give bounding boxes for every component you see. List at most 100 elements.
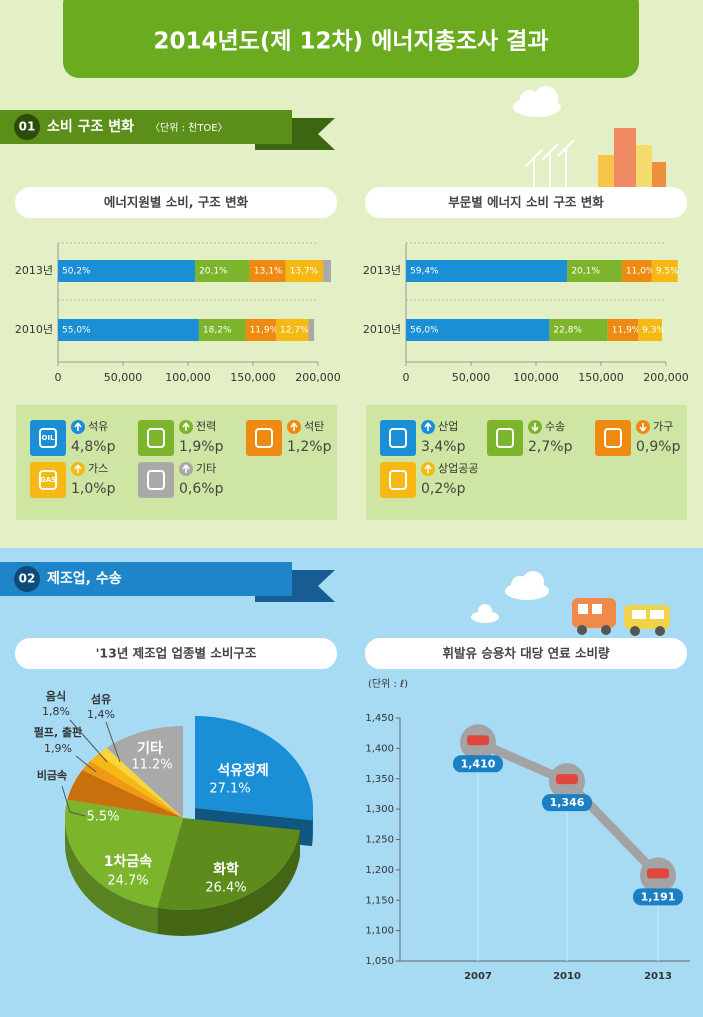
icon bbox=[138, 420, 174, 456]
slice-side bbox=[64, 818, 158, 934]
pie-slice bbox=[157, 818, 300, 910]
bar-segment bbox=[245, 319, 277, 341]
pie-slice bbox=[67, 770, 183, 818]
category-label: 2010년 bbox=[15, 323, 53, 336]
slice-value: 26.4% bbox=[205, 881, 246, 896]
bar-segment bbox=[406, 319, 550, 341]
section-number: 02 bbox=[19, 572, 36, 586]
section-ribbon bbox=[0, 562, 292, 596]
legend-label: 전력 bbox=[196, 420, 216, 433]
icon-glyph bbox=[496, 428, 514, 448]
pie-slice bbox=[195, 716, 313, 821]
bar-segment bbox=[276, 319, 309, 341]
icon-glyph bbox=[147, 428, 165, 448]
legend-label: 상업공공 bbox=[438, 462, 478, 475]
bar-segment bbox=[638, 319, 662, 341]
section-number: 01 bbox=[19, 120, 36, 134]
slice-name: 화학 bbox=[213, 862, 239, 878]
icon-glyph bbox=[604, 428, 622, 448]
pie-slice bbox=[65, 799, 183, 908]
title-pill bbox=[15, 187, 337, 218]
x-tick-label: 2010 bbox=[553, 971, 581, 982]
category-label: 2013년 bbox=[15, 264, 53, 277]
legend-label: 석유 bbox=[88, 420, 108, 433]
y-tick-label: 1,400 bbox=[365, 743, 394, 754]
slice-name: 비금속 bbox=[37, 768, 67, 782]
change-label: 0,6%p bbox=[179, 481, 224, 497]
cloud bbox=[471, 604, 499, 623]
y-tick-label: 1,350 bbox=[365, 774, 394, 785]
y-tick-label: 1,050 bbox=[365, 956, 394, 967]
y-tick-label: 1,150 bbox=[365, 895, 394, 906]
x-tick-label: 0 bbox=[55, 371, 62, 384]
slice-value: 24.7% bbox=[107, 874, 148, 889]
car-icon bbox=[467, 735, 489, 746]
legend-label: 산업 bbox=[438, 420, 458, 433]
direction-arrow bbox=[639, 423, 647, 432]
change-label: 2,7%p bbox=[528, 439, 573, 455]
y-tick-label: 1,300 bbox=[365, 804, 394, 815]
y-tick-label: 1,200 bbox=[365, 865, 394, 876]
slice-name: 1차금속 bbox=[104, 854, 153, 870]
y-tick-label: 1,450 bbox=[365, 713, 394, 724]
title-pill bbox=[15, 638, 337, 669]
leader-line bbox=[75, 755, 97, 773]
direction-arrow bbox=[74, 422, 82, 431]
icon bbox=[595, 420, 631, 456]
change-label: 1,0%p bbox=[71, 481, 116, 497]
legend-label: 기타 bbox=[196, 462, 216, 475]
icon bbox=[487, 420, 523, 456]
change-label: 0,2%p bbox=[421, 481, 466, 497]
slice-side bbox=[157, 830, 300, 936]
share-label: 59,4% bbox=[410, 267, 439, 277]
bar-segment bbox=[621, 260, 652, 282]
legend-label: 가구 bbox=[653, 420, 673, 433]
icon-glyph bbox=[39, 470, 57, 490]
x-tick-label: 2013 bbox=[644, 971, 672, 982]
slice-value: 27.1% bbox=[209, 782, 250, 797]
cloud bbox=[505, 571, 549, 600]
icon-text: GAS bbox=[40, 476, 56, 484]
icon-glyph bbox=[147, 470, 165, 490]
x-tick-label: 2007 bbox=[464, 971, 492, 982]
wind-turbines bbox=[525, 139, 575, 190]
slice-name: 음식 bbox=[46, 689, 66, 703]
value-pill bbox=[633, 888, 683, 906]
section-ribbon bbox=[0, 110, 292, 144]
slice-value: 1,4% bbox=[87, 708, 115, 721]
x-tick-label: 200,000 bbox=[643, 371, 689, 384]
value-pill bbox=[453, 755, 503, 773]
leader-line bbox=[105, 721, 121, 763]
direction-arrow bbox=[424, 422, 432, 431]
buildings bbox=[598, 128, 666, 188]
share-label: 12,7% bbox=[280, 326, 309, 336]
share-label: 11,9% bbox=[250, 326, 279, 336]
share-label: 9,5% bbox=[656, 267, 679, 277]
direction-arrow bbox=[74, 464, 82, 473]
change-panel bbox=[366, 405, 687, 520]
header-banner bbox=[63, 0, 639, 78]
bar-segment bbox=[323, 260, 331, 282]
slice-side bbox=[311, 808, 313, 847]
slice-name: 섬유 bbox=[91, 692, 111, 706]
section-title: 제조업, 수송 bbox=[47, 571, 122, 587]
icon-glyph bbox=[389, 470, 407, 490]
slice-value: 5.5% bbox=[86, 810, 119, 825]
icon-glyph bbox=[39, 428, 57, 448]
title-pill bbox=[365, 187, 687, 218]
share-label: 13,1% bbox=[254, 267, 283, 277]
share-label: 20,1% bbox=[571, 267, 600, 277]
icon-glyph bbox=[389, 428, 407, 448]
icon bbox=[380, 420, 416, 456]
bar-segment bbox=[651, 260, 678, 282]
share-label: 56,0% bbox=[410, 326, 439, 336]
slice-value: 1,8% bbox=[42, 705, 70, 718]
y-tick-label: 1,250 bbox=[365, 835, 394, 846]
page-title: 2014년도(제 12차) 에너지총조사 결과 bbox=[154, 29, 549, 55]
icon bbox=[30, 462, 66, 498]
category-label: 2013년 bbox=[363, 264, 401, 277]
icon bbox=[246, 420, 282, 456]
change-label: 3,4%p bbox=[421, 439, 466, 455]
